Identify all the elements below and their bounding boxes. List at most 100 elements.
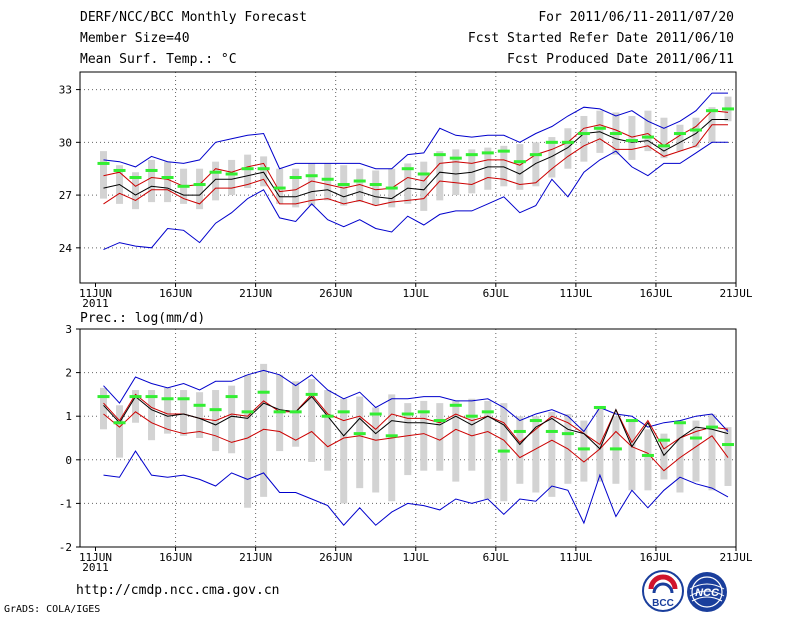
- spread-box: [484, 400, 492, 500]
- grads-credit: GrADS: COLA/IGES: [4, 604, 101, 615]
- forecast-title: DERF/NCC/BCC Monthly Forecast: [80, 10, 307, 25]
- spread-box: [468, 149, 476, 194]
- spread-box: [420, 161, 428, 211]
- spread-box: [548, 137, 556, 178]
- spread-box: [452, 400, 460, 482]
- spread-box: [484, 147, 492, 190]
- spread-box: [292, 381, 300, 447]
- spread-box: [228, 385, 236, 454]
- spread-box: [372, 170, 380, 206]
- spread-box: [132, 172, 140, 210]
- spread-box: [212, 161, 220, 201]
- spread-box: [324, 163, 332, 201]
- spread-box: [100, 151, 108, 199]
- y-tick-label: -2: [59, 541, 72, 554]
- spread-box: [676, 420, 684, 493]
- spread-box: [116, 405, 124, 458]
- forecast-period: For 2011/06/11-2011/07/20: [538, 10, 734, 25]
- x-tick-label: 21JUN: [239, 551, 272, 564]
- y-tick-label: 24: [59, 242, 73, 255]
- spread-box: [420, 400, 428, 471]
- x-tick-label: 11JUL: [559, 287, 592, 300]
- x-year-label: 2011: [82, 561, 109, 574]
- spread-box: [532, 416, 540, 493]
- spread-box: [692, 117, 700, 148]
- spread-box: [644, 110, 652, 152]
- member-size: Member Size=40: [80, 31, 190, 46]
- spread-box: [676, 124, 684, 152]
- spread-box: [660, 117, 668, 159]
- spread-box: [404, 163, 412, 204]
- x-tick-label: 11JUN: [79, 551, 112, 564]
- series-line-inner-high: [103, 110, 729, 193]
- spread-box: [372, 407, 380, 493]
- spread-box: [196, 168, 204, 210]
- spread-box: [724, 427, 732, 486]
- spread-box: [628, 420, 636, 491]
- x-tick-label: 11JUL: [559, 551, 592, 564]
- spread-box: [692, 420, 700, 482]
- spread-box: [644, 429, 652, 491]
- precipitation-panel: -2 -1 0 1 2 3 11JUN 16JUN 21JUN 26JUN 1JUL 6JUL 11JU…: [59, 311, 753, 574]
- ncc-logo: NCC: [687, 572, 727, 612]
- spread-box: [356, 396, 364, 489]
- variable-label: Mean Surf. Temp.: °C: [80, 52, 237, 67]
- spread-box: [468, 398, 476, 471]
- spread-box: [388, 394, 396, 502]
- x-year-label: 2011: [82, 297, 109, 310]
- y-tick-label: 27: [59, 189, 72, 202]
- bcc-logo-text: BCC: [652, 598, 674, 609]
- x-tick-label: 16JUL: [639, 551, 672, 564]
- x-tick-label: 26JUN: [319, 551, 352, 564]
- spread-box: [324, 390, 332, 471]
- spread-box: [276, 168, 284, 204]
- spread-box: [308, 379, 316, 462]
- spread-box: [564, 128, 572, 169]
- spread-box: [196, 392, 204, 438]
- temperature-panel: 24 27 30 33 11JUN 16JUN 21JUN 26JUN 1JUL 6JUL 11JU…: [59, 71, 753, 310]
- spread-box: [516, 144, 524, 190]
- series-line-outer-high: [103, 92, 728, 170]
- x-tick-label: 21JUL: [719, 551, 752, 564]
- x-tick-label: 11JUN: [79, 287, 112, 300]
- header-right: For 2011/06/11-2011/07/20 Fcst Started R…: [468, 9, 734, 72]
- y-tick-label: 33: [59, 84, 72, 97]
- series-line-inner-high: [103, 393, 729, 450]
- x-tick-label: 16JUN: [159, 551, 192, 564]
- spread-box: [100, 387, 108, 430]
- spread-box: [164, 161, 172, 203]
- spread-box: [148, 159, 156, 203]
- spread-box: [580, 115, 588, 162]
- bcc-logo: BCC: [642, 570, 684, 612]
- spread-box: [436, 403, 444, 471]
- y-tick-label: 0: [65, 454, 72, 467]
- spread-box: [292, 168, 300, 208]
- y-tick-label: 3: [65, 323, 72, 336]
- x-tick-label: 16JUL: [639, 287, 672, 300]
- x-tick-label: 6JUL: [483, 287, 510, 300]
- series-line-outer-high: [103, 369, 729, 433]
- spread-box: [164, 387, 172, 434]
- spread-box: [244, 154, 252, 189]
- spread-box: [244, 374, 252, 508]
- x-tick-label: 1JUL: [403, 551, 430, 564]
- source-url: http://cmdp.ncc.cma.gov.cn: [76, 583, 280, 598]
- x-tick-label: 6JUL: [483, 551, 510, 564]
- x-tick-label: 21JUL: [719, 287, 752, 300]
- y-tick-label: -1: [59, 497, 72, 510]
- series-line-median: [103, 395, 729, 457]
- series-line-inner-low: [103, 124, 728, 207]
- plot-frame: [79, 71, 737, 284]
- series-line-outer-low: [103, 141, 728, 251]
- x-tick-label: 21JUN: [239, 287, 272, 300]
- spread-box: [356, 168, 364, 203]
- series-line-inner-low: [103, 411, 729, 472]
- spread-box: [516, 416, 524, 484]
- spread-box: [548, 411, 556, 497]
- spread-box: [132, 390, 140, 423]
- spread-box: [532, 142, 540, 187]
- spread-box: [628, 115, 636, 160]
- spread-box: [260, 363, 268, 497]
- spread-box: [452, 149, 460, 196]
